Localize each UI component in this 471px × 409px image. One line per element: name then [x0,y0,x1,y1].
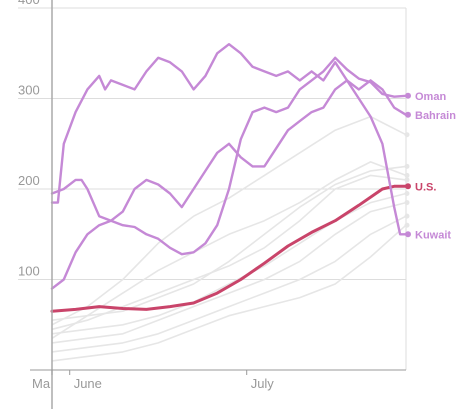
background-series-line-3 [51,201,407,344]
background-series-end-dot-0 [404,163,410,169]
background-series-end-dot-5 [404,222,410,228]
series-end-dot-0 [405,92,411,99]
y-tick-label-200: 200 [18,173,40,188]
series-end-dot-3 [405,231,411,238]
background-series-line-6 [51,115,407,326]
background-series-end-dot-6 [404,132,410,138]
background-series-end-dot-2 [404,191,410,197]
background-series-end-dot-4 [404,213,410,219]
x-tick-label-0: Ma [32,376,51,391]
series-line-0 [50,56,408,256]
background-series-line-5 [51,224,407,362]
y-tick-label-100: 100 [18,264,40,279]
series-line-1 [50,43,408,204]
background-series-line-0 [51,165,407,321]
y-tick-label-300: 300 [18,83,40,98]
y-tick-label-400: 400 [18,0,40,7]
background-series-line-4 [51,215,407,353]
series-label-1: Bahrain [415,110,456,122]
background-series-end-dot-3 [404,200,410,206]
series-line-3 [50,79,408,290]
x-tick-label-1: June [74,376,102,391]
background-series-line-7 [51,161,407,339]
series-end-dot-2 [405,183,411,190]
series-line-2 [50,184,408,313]
background-series-lines [51,115,410,362]
background-series-end-dot-7 [404,172,410,178]
background-series-line-1 [51,174,407,331]
series-label-0: Oman [415,91,446,103]
series-label-3: Kuwait [415,229,451,241]
highlighted-series-lines [50,43,408,313]
axes: 100 200 300 400 Ma June July [18,0,406,409]
series-end-dot-1 [405,111,411,118]
background-series-end-dot-1 [404,177,410,183]
x-tick-label-2: July [251,376,275,391]
series-labels: Oman Bahrain U.S. Kuwait [405,91,456,241]
series-label-2: U.S. [415,181,436,193]
